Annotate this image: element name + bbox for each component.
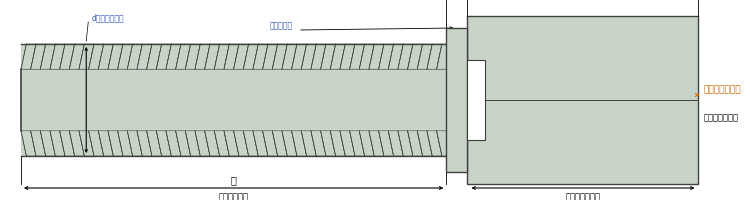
- Polygon shape: [311, 131, 326, 156]
- Polygon shape: [320, 131, 335, 156]
- Polygon shape: [147, 131, 161, 156]
- Polygon shape: [427, 131, 442, 156]
- Polygon shape: [137, 44, 152, 69]
- Polygon shape: [330, 131, 345, 156]
- Bar: [466, 16, 698, 184]
- Text: d（ネジ外径）: d（ネジ外径）: [92, 13, 124, 22]
- Text: Ｌ: Ｌ: [231, 175, 236, 185]
- Polygon shape: [166, 44, 181, 69]
- Polygon shape: [50, 131, 65, 156]
- Polygon shape: [253, 44, 268, 69]
- Polygon shape: [436, 131, 451, 156]
- Polygon shape: [388, 44, 404, 69]
- Polygon shape: [214, 131, 230, 156]
- Polygon shape: [224, 131, 239, 156]
- Polygon shape: [262, 44, 278, 69]
- Polygon shape: [79, 44, 94, 69]
- Polygon shape: [185, 131, 200, 156]
- Polygon shape: [176, 131, 190, 156]
- Polygon shape: [243, 131, 258, 156]
- Polygon shape: [195, 131, 210, 156]
- Polygon shape: [224, 44, 239, 69]
- Polygon shape: [40, 131, 56, 156]
- Polygon shape: [98, 131, 113, 156]
- Polygon shape: [214, 44, 230, 69]
- Polygon shape: [359, 44, 374, 69]
- Text: Ｗ１／２－１２: Ｗ１／２－１２: [704, 85, 741, 94]
- Polygon shape: [88, 131, 104, 156]
- Text: 六角対辺１７㎜: 六角対辺１７㎜: [704, 114, 739, 122]
- Polygon shape: [118, 131, 133, 156]
- Polygon shape: [60, 131, 75, 156]
- Polygon shape: [311, 44, 326, 69]
- Polygon shape: [243, 44, 258, 69]
- Polygon shape: [118, 44, 133, 69]
- Polygon shape: [88, 44, 104, 69]
- Bar: [466, 60, 484, 140]
- Polygon shape: [302, 44, 316, 69]
- Polygon shape: [147, 44, 161, 69]
- Polygon shape: [272, 44, 287, 69]
- Polygon shape: [195, 44, 210, 69]
- Polygon shape: [282, 44, 297, 69]
- Polygon shape: [156, 131, 171, 156]
- Polygon shape: [69, 131, 84, 156]
- Bar: [446, 28, 466, 172]
- Polygon shape: [292, 131, 307, 156]
- Text: ネジ深さ２５㎜: ネジ深さ２５㎜: [566, 192, 601, 200]
- Polygon shape: [128, 131, 142, 156]
- Polygon shape: [253, 131, 268, 156]
- Polygon shape: [262, 131, 278, 156]
- Polygon shape: [69, 44, 84, 69]
- Polygon shape: [369, 131, 384, 156]
- Polygon shape: [320, 44, 335, 69]
- Polygon shape: [60, 44, 75, 69]
- Polygon shape: [350, 131, 364, 156]
- Polygon shape: [137, 131, 152, 156]
- Polygon shape: [233, 131, 248, 156]
- Polygon shape: [407, 131, 422, 156]
- Polygon shape: [302, 131, 316, 156]
- Polygon shape: [292, 44, 307, 69]
- Polygon shape: [427, 44, 442, 69]
- Polygon shape: [31, 44, 46, 69]
- Polygon shape: [436, 44, 451, 69]
- Polygon shape: [205, 131, 220, 156]
- Polygon shape: [330, 44, 345, 69]
- Polygon shape: [379, 44, 394, 69]
- Polygon shape: [350, 44, 364, 69]
- Polygon shape: [98, 44, 113, 69]
- Polygon shape: [176, 44, 190, 69]
- Text: （首下長さ）: （首下長さ）: [218, 192, 248, 200]
- Polygon shape: [156, 44, 171, 69]
- Polygon shape: [379, 131, 394, 156]
- Polygon shape: [205, 44, 220, 69]
- Polygon shape: [31, 131, 46, 156]
- Polygon shape: [359, 131, 374, 156]
- Polygon shape: [21, 131, 36, 156]
- Polygon shape: [369, 44, 384, 69]
- Bar: [21, 44, 446, 156]
- Polygon shape: [398, 131, 413, 156]
- Polygon shape: [108, 44, 123, 69]
- Polygon shape: [233, 44, 248, 69]
- Polygon shape: [79, 131, 94, 156]
- Polygon shape: [272, 131, 287, 156]
- Text: 外径２０㎜: 外径２０㎜: [270, 21, 293, 30]
- Polygon shape: [50, 44, 65, 69]
- Polygon shape: [398, 44, 413, 69]
- Polygon shape: [417, 44, 432, 69]
- Polygon shape: [407, 44, 422, 69]
- Polygon shape: [340, 44, 355, 69]
- Polygon shape: [340, 131, 355, 156]
- Polygon shape: [40, 44, 56, 69]
- Polygon shape: [185, 44, 200, 69]
- Polygon shape: [108, 131, 123, 156]
- Polygon shape: [21, 44, 36, 69]
- Polygon shape: [282, 131, 297, 156]
- Polygon shape: [166, 131, 181, 156]
- Polygon shape: [128, 44, 142, 69]
- Polygon shape: [417, 131, 432, 156]
- Polygon shape: [388, 131, 404, 156]
